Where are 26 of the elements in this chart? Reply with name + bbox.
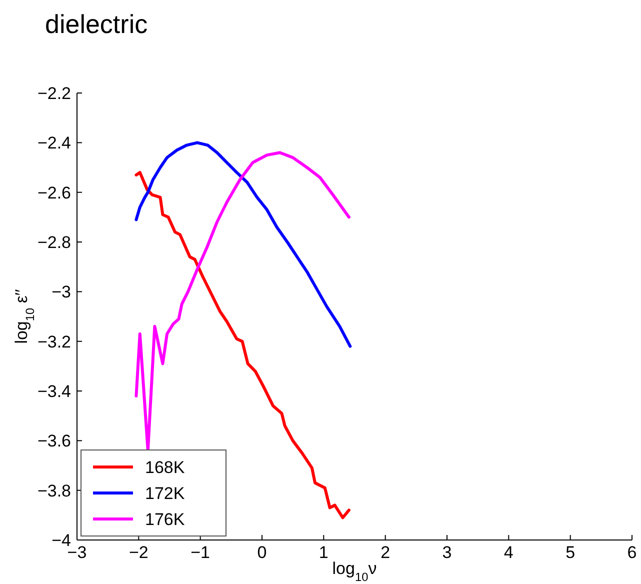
x-axis-title: log$_{10}$ν [332,559,377,584]
x-tick-label: 2 [380,543,390,562]
y-tick-label: −3.8 [37,481,71,500]
x-tick-label: 5 [566,543,576,562]
x-tick-label: 4 [504,543,514,562]
y-tick-label: −4 [52,530,71,550]
y-tick-label: −3 [52,282,71,302]
legend-label: 176K [145,510,186,529]
line-series [134,151,350,452]
y-tick-label: −2.6 [37,183,71,202]
x-tick-label: 1 [318,543,328,562]
y-tick-label: −2.4 [37,134,71,153]
y-tick-label: −3.2 [37,332,71,352]
x-tick-label: 3 [442,543,452,562]
chart-title: dielectric [45,9,148,39]
x-tick-label: 6 [627,543,637,562]
x-tick-label: −1 [190,543,210,562]
legend-label: 172K [145,484,186,503]
y-tick-label: −3.4 [37,382,71,401]
y-tick-label: −3.6 [37,432,71,451]
x-tick-label: −2 [128,543,148,562]
x-tick-label: 0 [257,543,267,562]
legend-label: 168K [145,458,186,477]
y-tick-label: −2.2 [37,84,71,103]
y-tick-label: −2.8 [37,232,71,252]
line-series [134,141,352,348]
